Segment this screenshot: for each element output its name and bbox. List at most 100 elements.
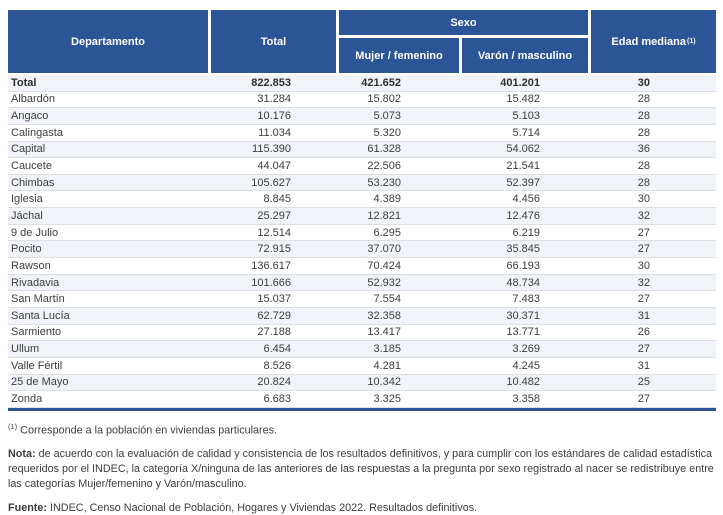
cell-total: 72.915 — [257, 243, 291, 256]
cell-varon-masculino: 35.845 — [506, 243, 540, 256]
cell-varon-masculino: 3.269 — [512, 343, 540, 356]
cell-total: 8.845 — [263, 193, 291, 206]
cell-mujer-femenino: 70.424 — [367, 259, 401, 272]
cell-edad-mediana: 27 — [637, 343, 650, 356]
cell-edad-mediana: 31 — [637, 359, 650, 372]
cell-departamento: Rawson — [11, 259, 51, 272]
table-row: San Martín 15.037 7.554 7.483 27 — [8, 291, 716, 308]
table-body: Total 822.853 421.652 401.201 30 Albardón 31.2… — [8, 75, 716, 408]
table-row: Pocito 72.915 37.070 35.845 27 — [8, 241, 716, 259]
cell-edad-mediana: 27 — [637, 392, 650, 405]
cell-mujer-femenino: 5.073 — [373, 110, 401, 123]
cell-total: 10.176 — [257, 110, 291, 123]
cell-edad-mediana: 30 — [637, 193, 650, 206]
cell-mujer-femenino: 22.506 — [367, 160, 401, 173]
table-row: Calingasta 11.034 5.320 5.714 28 — [8, 125, 716, 142]
nota-text: de acuerdo con la evaluación de calidad … — [8, 448, 714, 491]
cell-mujer-femenino: 10.342 — [367, 376, 401, 389]
fuente-label: Fuente: — [8, 502, 47, 515]
table-header: Departamento Total Sexo Mujer / femenino… — [8, 10, 716, 73]
cell-departamento: Chimbas — [11, 176, 55, 189]
cell-mujer-femenino: 7.554 — [373, 293, 401, 306]
cell-departamento: 9 de Julio — [11, 226, 59, 239]
cell-mujer-femenino: 3.325 — [373, 392, 401, 405]
fuente: Fuente: INDEC, Censo Nacional de Poblaci… — [8, 502, 715, 515]
table-row: Sarmiento 27.188 13.417 13.771 26 — [8, 325, 716, 342]
cell-varon-masculino: 15.482 — [506, 93, 540, 106]
cell-total: 6.683 — [263, 392, 291, 405]
table-footer: (1) Corresponde a la población en vivien… — [8, 420, 715, 515]
cell-edad-mediana: 28 — [637, 160, 650, 173]
cell-total: 15.037 — [257, 293, 291, 306]
cell-edad-mediana: 32 — [637, 209, 650, 222]
footnote: (1) Corresponde a la población en vivien… — [8, 420, 715, 438]
cell-departamento: Zonda — [11, 392, 43, 405]
nota-label: Nota: — [8, 448, 36, 461]
table-row: 9 de Julio 12.514 6.295 6.219 27 — [8, 225, 716, 242]
cell-edad-mediana: 28 — [637, 110, 650, 123]
cell-total: 25.297 — [257, 209, 291, 222]
table-row: Jáchal 25.297 12.821 12.476 32 — [8, 208, 716, 225]
cell-mujer-femenino: 52.932 — [367, 276, 401, 289]
cell-edad-mediana: 27 — [637, 293, 650, 306]
header-mujer-femenino: Mujer / femenino — [339, 38, 459, 73]
cell-departamento: Jáchal — [11, 209, 43, 222]
cell-mujer-femenino: 5.320 — [373, 126, 401, 139]
cell-varon-masculino: 10.482 — [506, 376, 540, 389]
cell-edad-mediana: 27 — [637, 243, 650, 256]
cell-edad-mediana: 27 — [637, 226, 650, 239]
cell-mujer-femenino: 421.652 — [361, 76, 401, 89]
fuente-text: INDEC, Censo Nacional de Población, Hoga… — [50, 502, 478, 515]
table-row: Ullum 6.454 3.185 3.269 27 — [8, 341, 716, 358]
nota: Nota: de acuerdo con la evaluación de ca… — [8, 447, 715, 492]
cell-total: 136.617 — [251, 259, 291, 272]
cell-varon-masculino: 54.062 — [506, 143, 540, 156]
cell-departamento: Ullum — [11, 343, 40, 356]
cell-mujer-femenino: 6.295 — [373, 226, 401, 239]
cell-departamento: 25 de Mayo — [11, 376, 69, 389]
cell-mujer-femenino: 12.821 — [367, 209, 401, 222]
cell-mujer-femenino: 61.328 — [367, 143, 401, 156]
cell-departamento: Angaco — [11, 110, 49, 123]
header-varon-masculino: Varón / masculino — [462, 38, 588, 73]
cell-edad-mediana: 32 — [637, 276, 650, 289]
cell-edad-mediana: 28 — [637, 176, 650, 189]
cell-varon-masculino: 3.358 — [512, 392, 540, 405]
cell-varon-masculino: 6.219 — [512, 226, 540, 239]
cell-edad-mediana: 25 — [637, 376, 650, 389]
cell-total: 115.390 — [252, 143, 291, 156]
table-row: 25 de Mayo 20.824 10.342 10.482 25 — [8, 374, 716, 392]
cell-varon-masculino: 7.483 — [512, 293, 540, 306]
cell-mujer-femenino: 4.389 — [373, 193, 401, 206]
cell-varon-masculino: 5.714 — [512, 126, 540, 139]
header-total: Total — [211, 10, 336, 73]
table-row: Albardón 31.284 15.802 15.482 28 — [8, 92, 716, 109]
cell-total: 11.034 — [258, 126, 291, 139]
cell-total: 12.514 — [257, 226, 291, 239]
cell-varon-masculino: 401.201 — [500, 76, 540, 89]
cell-varon-masculino: 13.771 — [506, 326, 540, 339]
cell-mujer-femenino: 32.358 — [367, 309, 401, 322]
header-sexo: Sexo — [339, 10, 588, 35]
cell-varon-masculino: 4.456 — [512, 193, 540, 206]
cell-varon-masculino: 4.245 — [512, 359, 540, 372]
cell-departamento: Calingasta — [11, 126, 63, 139]
footnote-marker: (1) — [8, 421, 18, 431]
cell-varon-masculino: 30.371 — [506, 309, 540, 322]
table-row: Zonda 6.683 3.325 3.358 27 — [8, 391, 716, 408]
cell-edad-mediana: 28 — [637, 93, 650, 106]
cell-departamento: Caucete — [11, 160, 52, 173]
cell-total: 101.666 — [251, 276, 291, 289]
cell-mujer-femenino: 15.802 — [367, 93, 401, 106]
cell-varon-masculino: 48.734 — [506, 276, 540, 289]
cell-departamento: Sarmiento — [11, 326, 62, 339]
table-row: Angaco 10.176 5.073 5.103 28 — [8, 108, 716, 125]
header-edad-mediana: Edad mediana (1) — [591, 10, 716, 73]
table-row: Rivadavia 101.666 52.932 48.734 32 — [8, 274, 716, 292]
cell-departamento: Total — [11, 76, 37, 89]
header-edad-mediana-label: Edad mediana — [611, 35, 686, 48]
cell-edad-mediana: 36 — [637, 143, 650, 156]
cell-departamento: Iglesia — [11, 193, 43, 206]
cell-departamento: San Martín — [11, 293, 65, 306]
cell-varon-masculino: 66.193 — [506, 259, 540, 272]
